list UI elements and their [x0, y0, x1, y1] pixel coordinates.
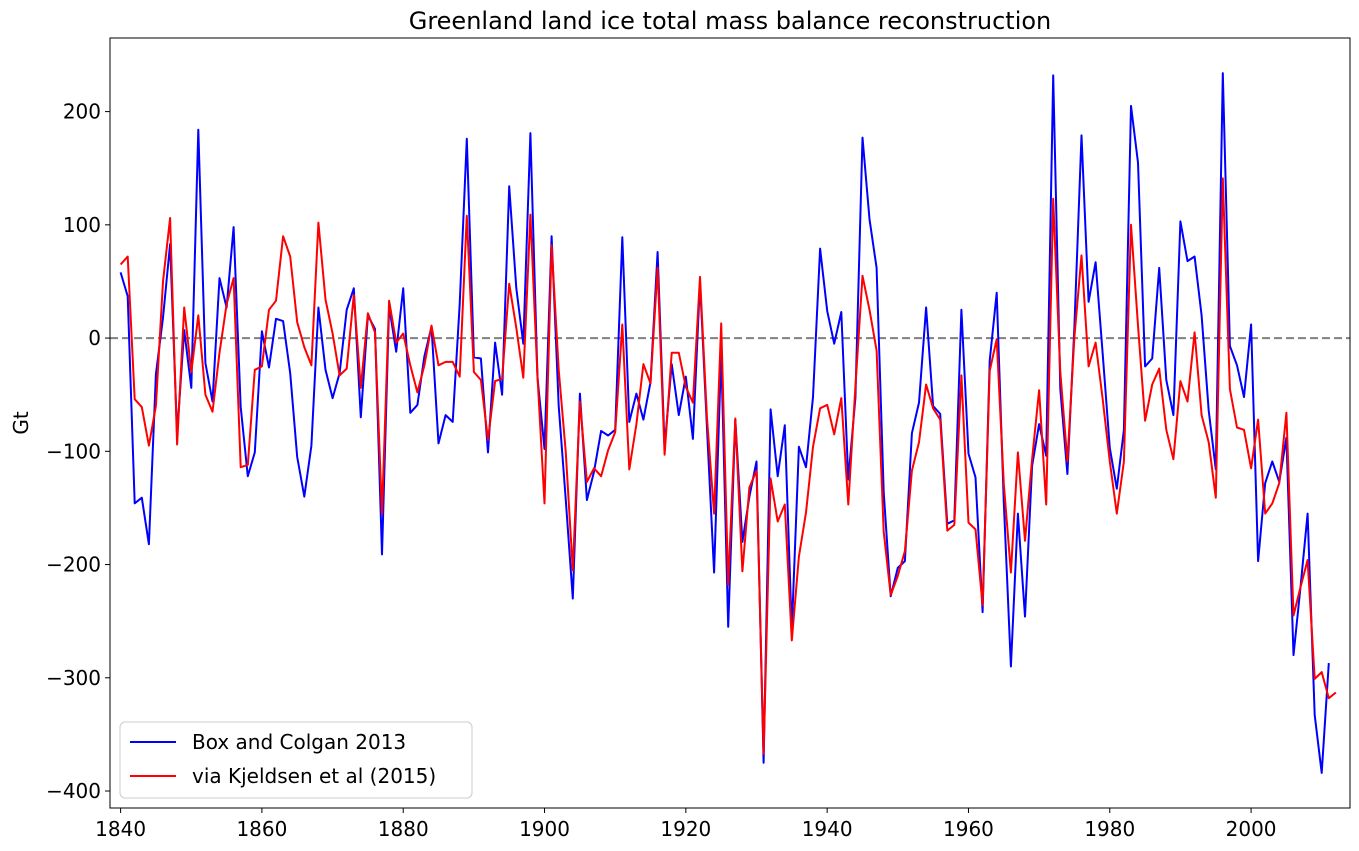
y-tick-label: 0: [88, 326, 101, 350]
plot-area: [110, 72, 1350, 774]
legend-box: [119, 721, 473, 799]
y-tick-label: −100: [46, 439, 101, 463]
y-tick-label: −300: [46, 666, 101, 690]
y-axis-label: Gt: [9, 411, 33, 434]
y-tick-label: −400: [46, 779, 101, 803]
x-tick-label: 1980: [1084, 817, 1135, 841]
y-tick-label: 100: [63, 213, 101, 237]
y-tick-label: 200: [63, 100, 101, 124]
x-tick-label: 1840: [95, 817, 146, 841]
x-tick-label: 1940: [802, 817, 853, 841]
y-axis: 200 100 0 −100 −200 −300 −400: [46, 100, 110, 803]
series-line-1: [119, 177, 1337, 755]
x-tick-label: 2000: [1226, 817, 1277, 841]
legend: Box and Colgan 2013 via Kjeldsen et al (…: [119, 721, 473, 799]
x-tick-label: 1960: [943, 817, 994, 841]
chart-title: Greenland land ice total mass balance re…: [409, 7, 1052, 35]
y-tick-label: −200: [46, 553, 101, 577]
legend-label-kjeldsen: via Kjeldsen et al (2015): [192, 764, 436, 788]
x-axis: 1840 1860 1880 1900 1920 1940 1960 1980 2000: [95, 808, 1277, 841]
x-tick-label: 1880: [378, 817, 429, 841]
x-tick-label: 1920: [660, 817, 711, 841]
plot-frame: [109, 37, 1351, 809]
x-tick-label: 1900: [519, 817, 570, 841]
legend-label-box-colgan: Box and Colgan 2013: [192, 730, 406, 754]
x-tick-label: 1860: [236, 817, 287, 841]
